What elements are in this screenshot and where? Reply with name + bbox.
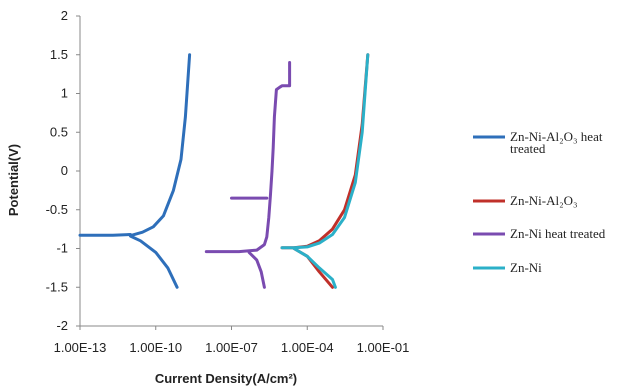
series-0-branch-1	[129, 234, 179, 289]
y-tick-label: 1	[61, 86, 68, 101]
x-tick-label: 1.00E-10	[129, 340, 182, 355]
legend-label: Zn-Ni-Al₂O₃	[510, 193, 578, 208]
legend-label: Zn-Ni heat treated	[510, 226, 606, 241]
plot-area	[78, 53, 370, 289]
series-3-branch-1	[292, 247, 337, 289]
x-axis-title: Current Density(A/cm²)	[155, 371, 297, 386]
series-3-branch-0	[280, 53, 370, 250]
series-2-branch-0	[204, 61, 292, 254]
y-tick-labels: 2 1.5 1 0.5 0 -0.5 -1 -1.5 -2	[46, 8, 68, 333]
series-1-branch-0	[280, 53, 370, 250]
y-tick-label: -0.5	[46, 202, 68, 217]
y-axis-title: Potential(V)	[6, 144, 21, 216]
y-tick-label: 0	[61, 163, 68, 178]
y-tick-label: 0.5	[50, 124, 68, 139]
axes	[76, 15, 384, 330]
x-tick-label: 1.00E-01	[357, 340, 410, 355]
legend-label: treated	[510, 141, 546, 156]
legend-label: Zn-Ni-Al₂O₃ heat	[510, 129, 603, 144]
x-tick-label: 1.00E-07	[205, 340, 258, 355]
x-tick-label: 1.00E-04	[281, 340, 334, 355]
y-tick-label: 2	[61, 8, 68, 23]
x-tick-labels: 1.00E-13 1.00E-10 1.00E-07 1.00E-04 1.00E-01	[54, 340, 410, 355]
y-tick-label: -1.5	[46, 279, 68, 294]
legend-label: Zn-Ni	[510, 260, 542, 275]
series-1-branch-1	[292, 247, 334, 289]
y-tick-label: 1.5	[50, 47, 68, 62]
series-2-branch-1	[247, 250, 266, 289]
y-tick-label: -2	[56, 318, 68, 333]
x-tick-label: 1.00E-13	[54, 340, 107, 355]
series-0-branch-0	[78, 53, 192, 237]
y-tick-label: -1	[56, 241, 68, 256]
